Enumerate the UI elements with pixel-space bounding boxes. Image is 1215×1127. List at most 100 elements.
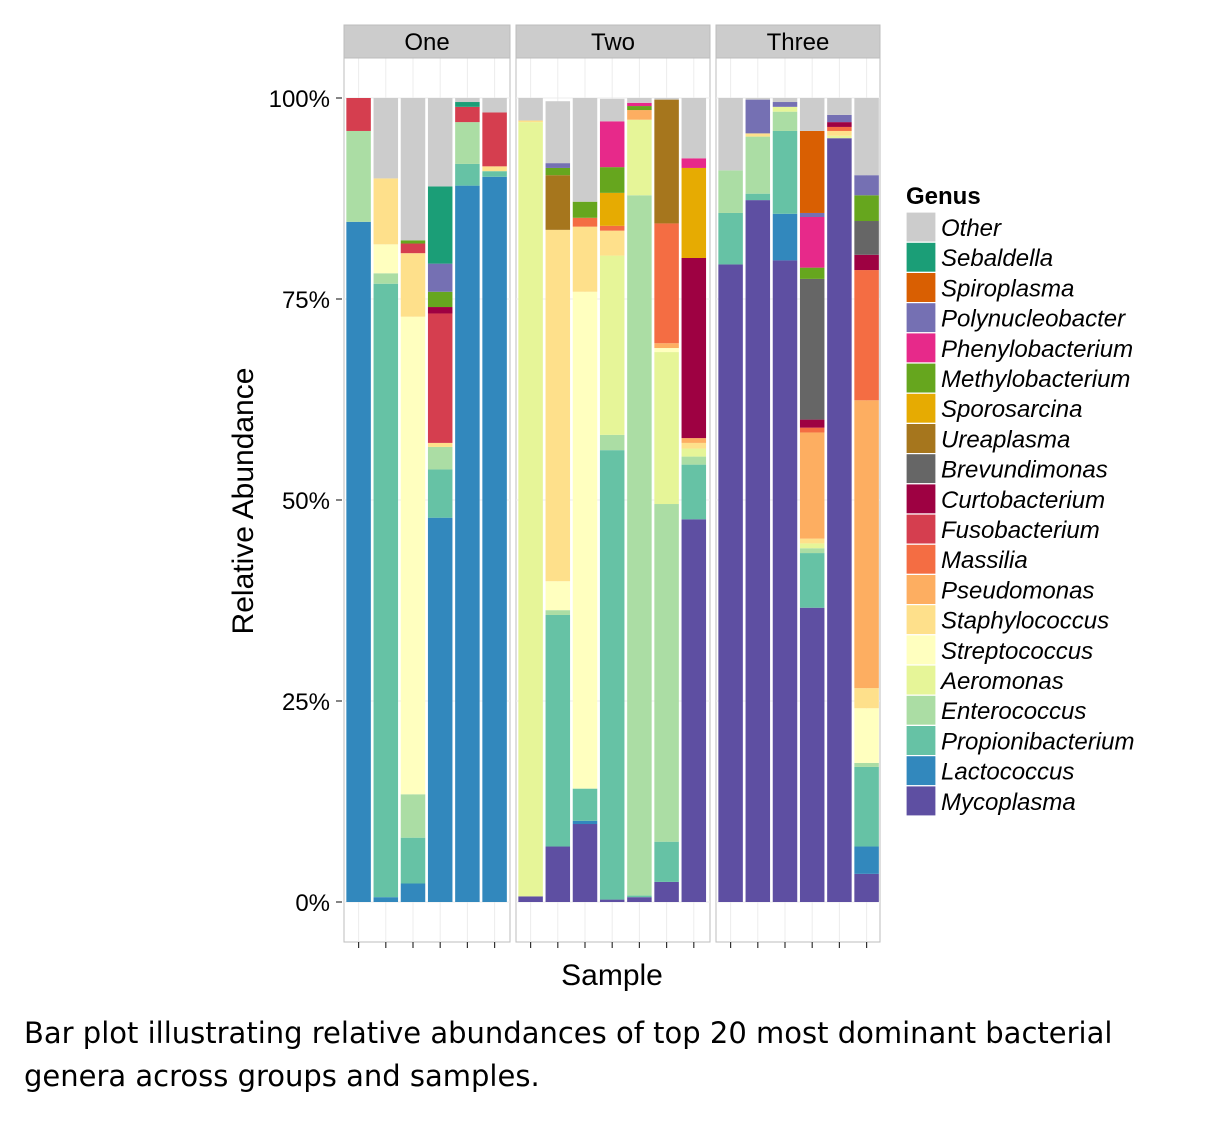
bar-segment-lactococcus — [572, 820, 598, 825]
bar-segment-pseudomonas — [627, 110, 652, 120]
bar-segment-massilia — [827, 126, 852, 131]
bar-segment-polynucleobacter — [745, 99, 771, 134]
bar-segment-streptococcus — [545, 581, 571, 611]
y-axis-label: Relative Abundance — [227, 368, 260, 635]
legend-label: Polynucleobacter — [941, 306, 1126, 333]
bar-segment-staphylococcus — [427, 442, 453, 447]
legend-key-brevundimonas — [905, 453, 937, 485]
bar-segment-other — [455, 98, 480, 103]
bar-segment-curtobacterium — [681, 257, 707, 439]
bar-segment-propionibacterium — [400, 837, 426, 884]
legend-key-sporosarcina — [905, 392, 937, 425]
bar-segment-fusobacterium — [427, 313, 453, 443]
figure-caption: Bar plot illustrating relative abundance… — [24, 1016, 1113, 1093]
bar-segment-pseudomonas — [681, 438, 707, 443]
bar-segment-methylobacterium — [572, 201, 598, 218]
bar-segment-other — [518, 98, 543, 121]
x-axis — [358, 942, 868, 948]
bar-segment-other — [627, 98, 652, 103]
bar-segment-staphylococcus — [572, 226, 598, 292]
bar-segment-curtobacterium — [854, 254, 879, 271]
legend-key-other — [905, 211, 937, 243]
legend-label: Methylobacterium — [941, 366, 1130, 393]
y-tick-label: 25% — [282, 689, 330, 716]
bar-segment-propionibacterium — [718, 212, 743, 265]
legend-key-phenylobacterium — [905, 332, 937, 364]
bar-segment-mycoplasma — [718, 264, 743, 903]
bar-segment-other — [572, 98, 598, 202]
legend: Genus Other Sebaldella Spiroplasma Polynucl… — [905, 183, 1134, 817]
bar-segment-other — [681, 98, 707, 159]
legend-label: Propionibacterium — [941, 728, 1134, 755]
bar-segment-mycoplasma — [572, 824, 598, 902]
bar-segment-phenylobacterium — [627, 102, 652, 107]
legend-label: Streptococcus — [941, 638, 1093, 665]
bar-segment-streptococcus — [654, 348, 679, 353]
y-tick-label: 75% — [282, 287, 330, 314]
legend-label: Aeromonas — [939, 668, 1064, 695]
bar-segment-methylobacterium — [799, 267, 825, 279]
bar-segment-streptococcus — [572, 291, 598, 789]
legend-label: Spiroplasma — [941, 275, 1074, 302]
bar-segment-enterococcus — [346, 130, 371, 222]
legend-label: Mycoplasma — [941, 789, 1076, 816]
bar-segment-other — [427, 98, 453, 187]
facet-strip-three — [715, 24, 881, 59]
bar-segment-lactococcus — [482, 176, 507, 903]
bar-segment-sporosarcina — [599, 192, 625, 226]
legend-key-curtobacterium — [905, 483, 937, 515]
bar-segment-enterococcus — [772, 111, 798, 131]
bar-segment-enterococcus — [654, 504, 679, 842]
bar-segment-propionibacterium — [545, 614, 571, 847]
bar-segment-propionibacterium — [482, 171, 507, 177]
bar-segment-aeromonas — [799, 543, 825, 549]
bar-segment-curtobacterium — [427, 307, 453, 314]
legend-key-enterococcus — [905, 694, 937, 727]
bar-segment-mycoplasma — [654, 881, 679, 902]
bar-segment-propionibacterium — [427, 469, 453, 518]
bar-segment-other — [545, 101, 571, 164]
facet-strip-label: Three — [767, 29, 830, 56]
legend-label: Sebaldella — [941, 245, 1053, 272]
bar-segment-propionibacterium — [455, 163, 480, 186]
bar-segment-other — [654, 98, 679, 100]
bar-segment-aeromonas — [772, 106, 798, 112]
bar-segment-brevundimonas — [854, 221, 879, 255]
bar-segment-mycoplasma — [518, 896, 543, 902]
legend-label: Pseudomonas — [941, 577, 1094, 604]
legend-key-staphylococcus — [905, 603, 937, 636]
bar-segment-other — [373, 98, 399, 179]
bar-segment-lactococcus — [854, 846, 879, 874]
bar-segment-staphylococcus — [854, 688, 879, 709]
legend-label: Massilia — [941, 547, 1028, 574]
bar-segment-aeromonas — [627, 119, 652, 196]
bar-segment-aeromonas — [654, 352, 679, 505]
y-axis: 0% 25% 50% 75% 100% — [269, 86, 342, 917]
bar-segment-enterococcus — [799, 548, 825, 554]
legend-key-lactococcus — [905, 754, 937, 787]
bar-segment-propionibacterium — [681, 464, 707, 520]
legend-key-mycoplasma — [905, 785, 937, 817]
bar-segment-lactococcus — [772, 213, 798, 261]
bar-segment-sporosarcina — [681, 167, 707, 258]
bar-segment-curtobacterium — [827, 122, 852, 127]
bars — [346, 98, 879, 903]
bar-segment-brevundimonas — [799, 278, 825, 420]
legend-key-sebaldella — [905, 241, 937, 273]
bar-segment-spiroplasma — [799, 130, 825, 213]
facet-strips: One Two Three — [343, 24, 881, 59]
bar-segment-other — [599, 98, 625, 122]
bar-segment-mycoplasma — [772, 260, 798, 903]
bar-segment-sebaldella — [455, 102, 480, 107]
bar-segment-streptococcus — [400, 316, 426, 795]
bar-segment-methylobacterium — [599, 167, 625, 193]
bar-segment-pseudomonas — [799, 432, 825, 539]
bar-segment-massilia — [572, 217, 598, 227]
bar-segment-fusobacterium — [400, 243, 426, 254]
bar-segment-ureaplasma — [654, 99, 679, 224]
bar-segment-propionibacterium — [772, 130, 798, 214]
legend-label: Staphylococcus — [941, 608, 1109, 635]
bar-segment-mycoplasma — [745, 200, 771, 902]
bar-segment-fusobacterium — [346, 98, 371, 131]
bar-segment-enterococcus — [627, 195, 652, 896]
